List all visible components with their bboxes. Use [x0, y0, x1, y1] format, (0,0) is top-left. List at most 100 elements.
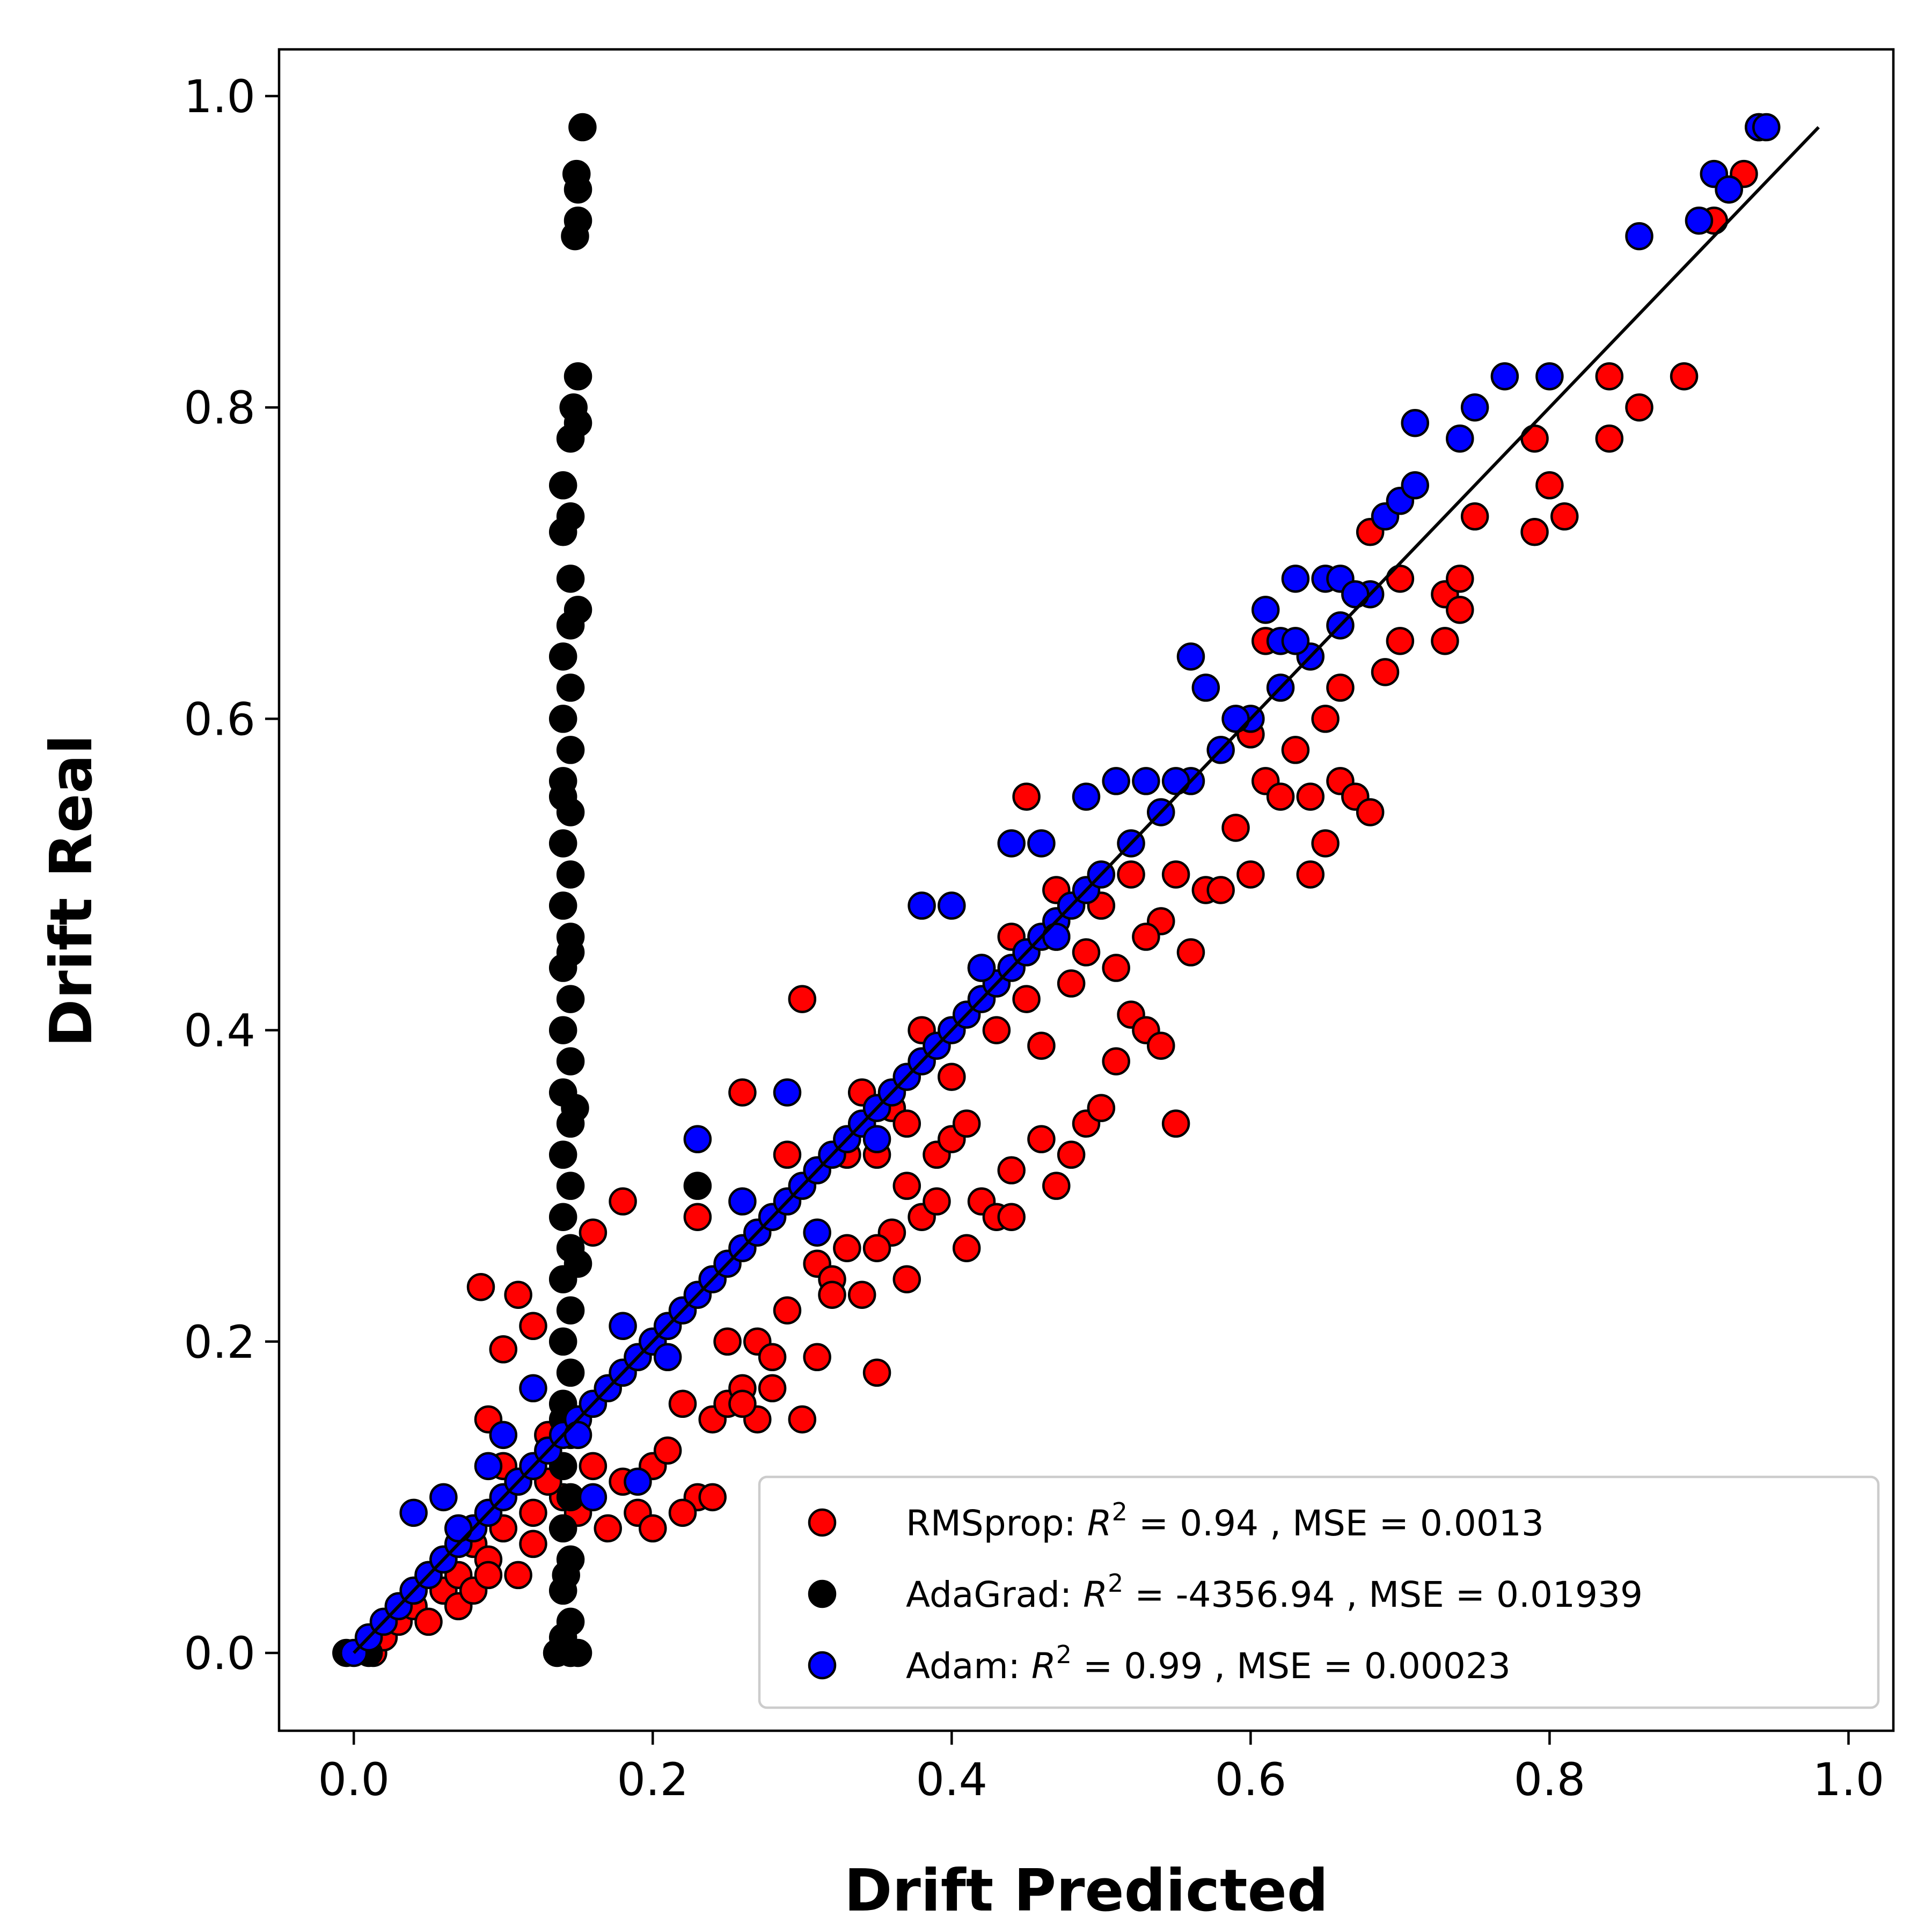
data-point	[564, 1421, 592, 1450]
data-point	[892, 1265, 921, 1293]
data-point	[561, 1094, 589, 1122]
data-point	[519, 1498, 547, 1527]
data-point	[1281, 565, 1310, 593]
data-point	[1132, 767, 1160, 795]
data-point	[1386, 565, 1415, 593]
data-point	[1296, 782, 1325, 811]
data-point	[758, 1343, 787, 1372]
data-point	[952, 1234, 981, 1262]
data-point	[1446, 565, 1474, 593]
data-point	[803, 1343, 831, 1372]
x-tick-label: 1.0	[1813, 1753, 1885, 1806]
data-point	[548, 829, 577, 858]
data-point	[1296, 860, 1325, 889]
data-point	[548, 1514, 577, 1543]
data-point	[862, 1125, 891, 1153]
data-point	[1027, 829, 1056, 858]
data-point	[1221, 814, 1250, 842]
data-point	[594, 1514, 622, 1543]
data-point	[1042, 1172, 1071, 1200]
data-point	[548, 471, 577, 500]
data-point	[399, 1498, 428, 1527]
data-point	[568, 113, 597, 142]
data-point	[997, 829, 1026, 858]
data-point	[713, 1327, 742, 1356]
data-point	[1161, 860, 1190, 889]
data-point	[474, 1452, 503, 1481]
data-point	[556, 502, 585, 531]
data-point	[698, 1483, 727, 1512]
data-point	[429, 1483, 458, 1512]
data-point	[1176, 642, 1205, 671]
data-point	[556, 860, 585, 889]
y-tick-label: 0.2	[184, 1316, 255, 1368]
data-point	[564, 362, 592, 391]
data-point	[997, 1156, 1026, 1184]
data-point	[548, 1016, 577, 1044]
data-point	[548, 891, 577, 920]
data-point	[414, 1607, 443, 1636]
data-point	[1490, 362, 1519, 391]
data-point	[562, 159, 591, 188]
data-point	[1176, 938, 1205, 967]
x-tick-label: 0.8	[1514, 1753, 1586, 1806]
data-point	[519, 1312, 547, 1341]
data-point	[1266, 782, 1295, 811]
data-point	[556, 1296, 585, 1324]
data-point	[803, 1218, 831, 1247]
data-point	[1236, 860, 1265, 889]
data-point	[833, 1234, 861, 1262]
data-point	[773, 1296, 802, 1324]
data-point	[1251, 596, 1280, 624]
data-point	[728, 1078, 757, 1107]
x-tick-label: 0.6	[1215, 1753, 1287, 1806]
x-tick-label: 0.2	[617, 1753, 689, 1806]
data-point	[1550, 502, 1579, 531]
data-point	[556, 565, 585, 593]
data-point	[504, 1561, 532, 1590]
data-point	[548, 1203, 577, 1231]
data-point	[1311, 705, 1340, 733]
data-point	[564, 408, 592, 437]
data-point	[982, 1016, 1011, 1044]
data-point	[862, 1358, 891, 1387]
legend-entry: AdaGrad: R2 = -4356.94 , MSE = 0.01939	[906, 1569, 1643, 1615]
data-point	[564, 596, 592, 624]
data-point	[609, 1187, 637, 1216]
data-point	[1535, 362, 1564, 391]
y-tick-label: 1.0	[184, 70, 255, 123]
y-tick-label: 0.6	[184, 693, 255, 745]
data-point	[1132, 923, 1160, 951]
data-point	[1670, 362, 1699, 391]
legend-entry: Adam: R2 = 0.99 , MSE = 0.00023	[906, 1640, 1511, 1687]
data-point	[1012, 985, 1041, 1013]
data-point	[579, 1218, 608, 1247]
data-point	[683, 1172, 712, 1200]
data-point	[1595, 424, 1624, 453]
data-point	[967, 954, 996, 982]
data-point	[556, 674, 585, 702]
data-point	[489, 1335, 518, 1364]
plot-frame	[277, 48, 1895, 1732]
data-point	[1191, 674, 1220, 702]
data-marks	[332, 113, 1820, 1667]
data-point	[1446, 424, 1474, 453]
data-point	[1685, 206, 1714, 235]
data-point	[773, 1078, 802, 1107]
data-point	[548, 1140, 577, 1169]
y-tick-label: 0.8	[184, 382, 255, 434]
data-point	[1460, 502, 1489, 531]
data-point	[1460, 393, 1489, 422]
data-point	[1087, 1094, 1116, 1122]
data-point	[847, 1280, 876, 1309]
data-point	[1206, 876, 1235, 904]
data-point	[1356, 798, 1385, 826]
data-point	[548, 705, 577, 733]
data-point	[728, 1187, 757, 1216]
data-point	[1311, 829, 1340, 858]
data-point	[519, 1374, 547, 1403]
data-point	[1102, 767, 1130, 795]
data-point	[1715, 175, 1743, 204]
identity-line	[353, 126, 1820, 1655]
